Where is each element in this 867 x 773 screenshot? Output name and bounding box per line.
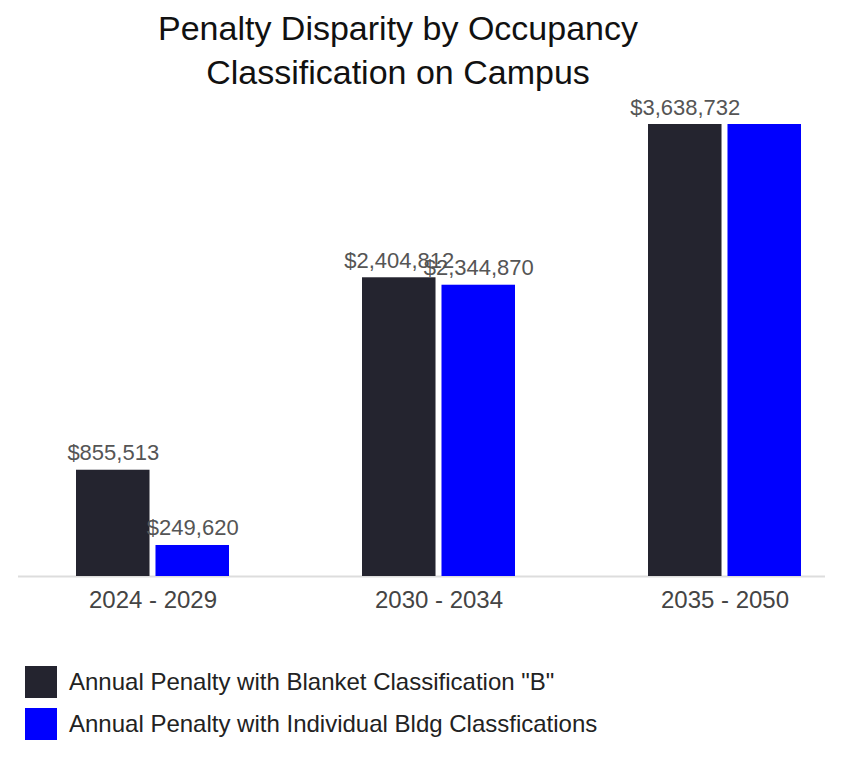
html-text:Annual Penalty with Blanket Cl: Annual Penalty with Blanket Classificati…: [69, 668, 555, 695]
svg-text:2030 - 2034: 2030 - 2034: [375, 586, 503, 613]
html-text:Penalty Disparity by Occupancy: Penalty Disparity by Occupancy Classific…: [158, 9, 638, 91]
svg-text:2035 - 2050: 2035 - 2050: [661, 586, 789, 613]
svg-text:$2,344,870: $2,344,870: [424, 255, 534, 280]
html-text:Annual Penalty with Individual: Annual Penalty with Individual Bldg Clas…: [69, 710, 598, 737]
svg-text:$3,638,732: $3,638,732: [630, 95, 740, 120]
svg-text:$2,404,812: $2,404,812: [344, 247, 455, 273]
svg-text:$855,513: $855,513: [67, 440, 159, 465]
svg-text:2024 - 2029: 2024 - 2029: [89, 586, 217, 613]
svg-text:$249,620: $249,620: [147, 515, 239, 540]
